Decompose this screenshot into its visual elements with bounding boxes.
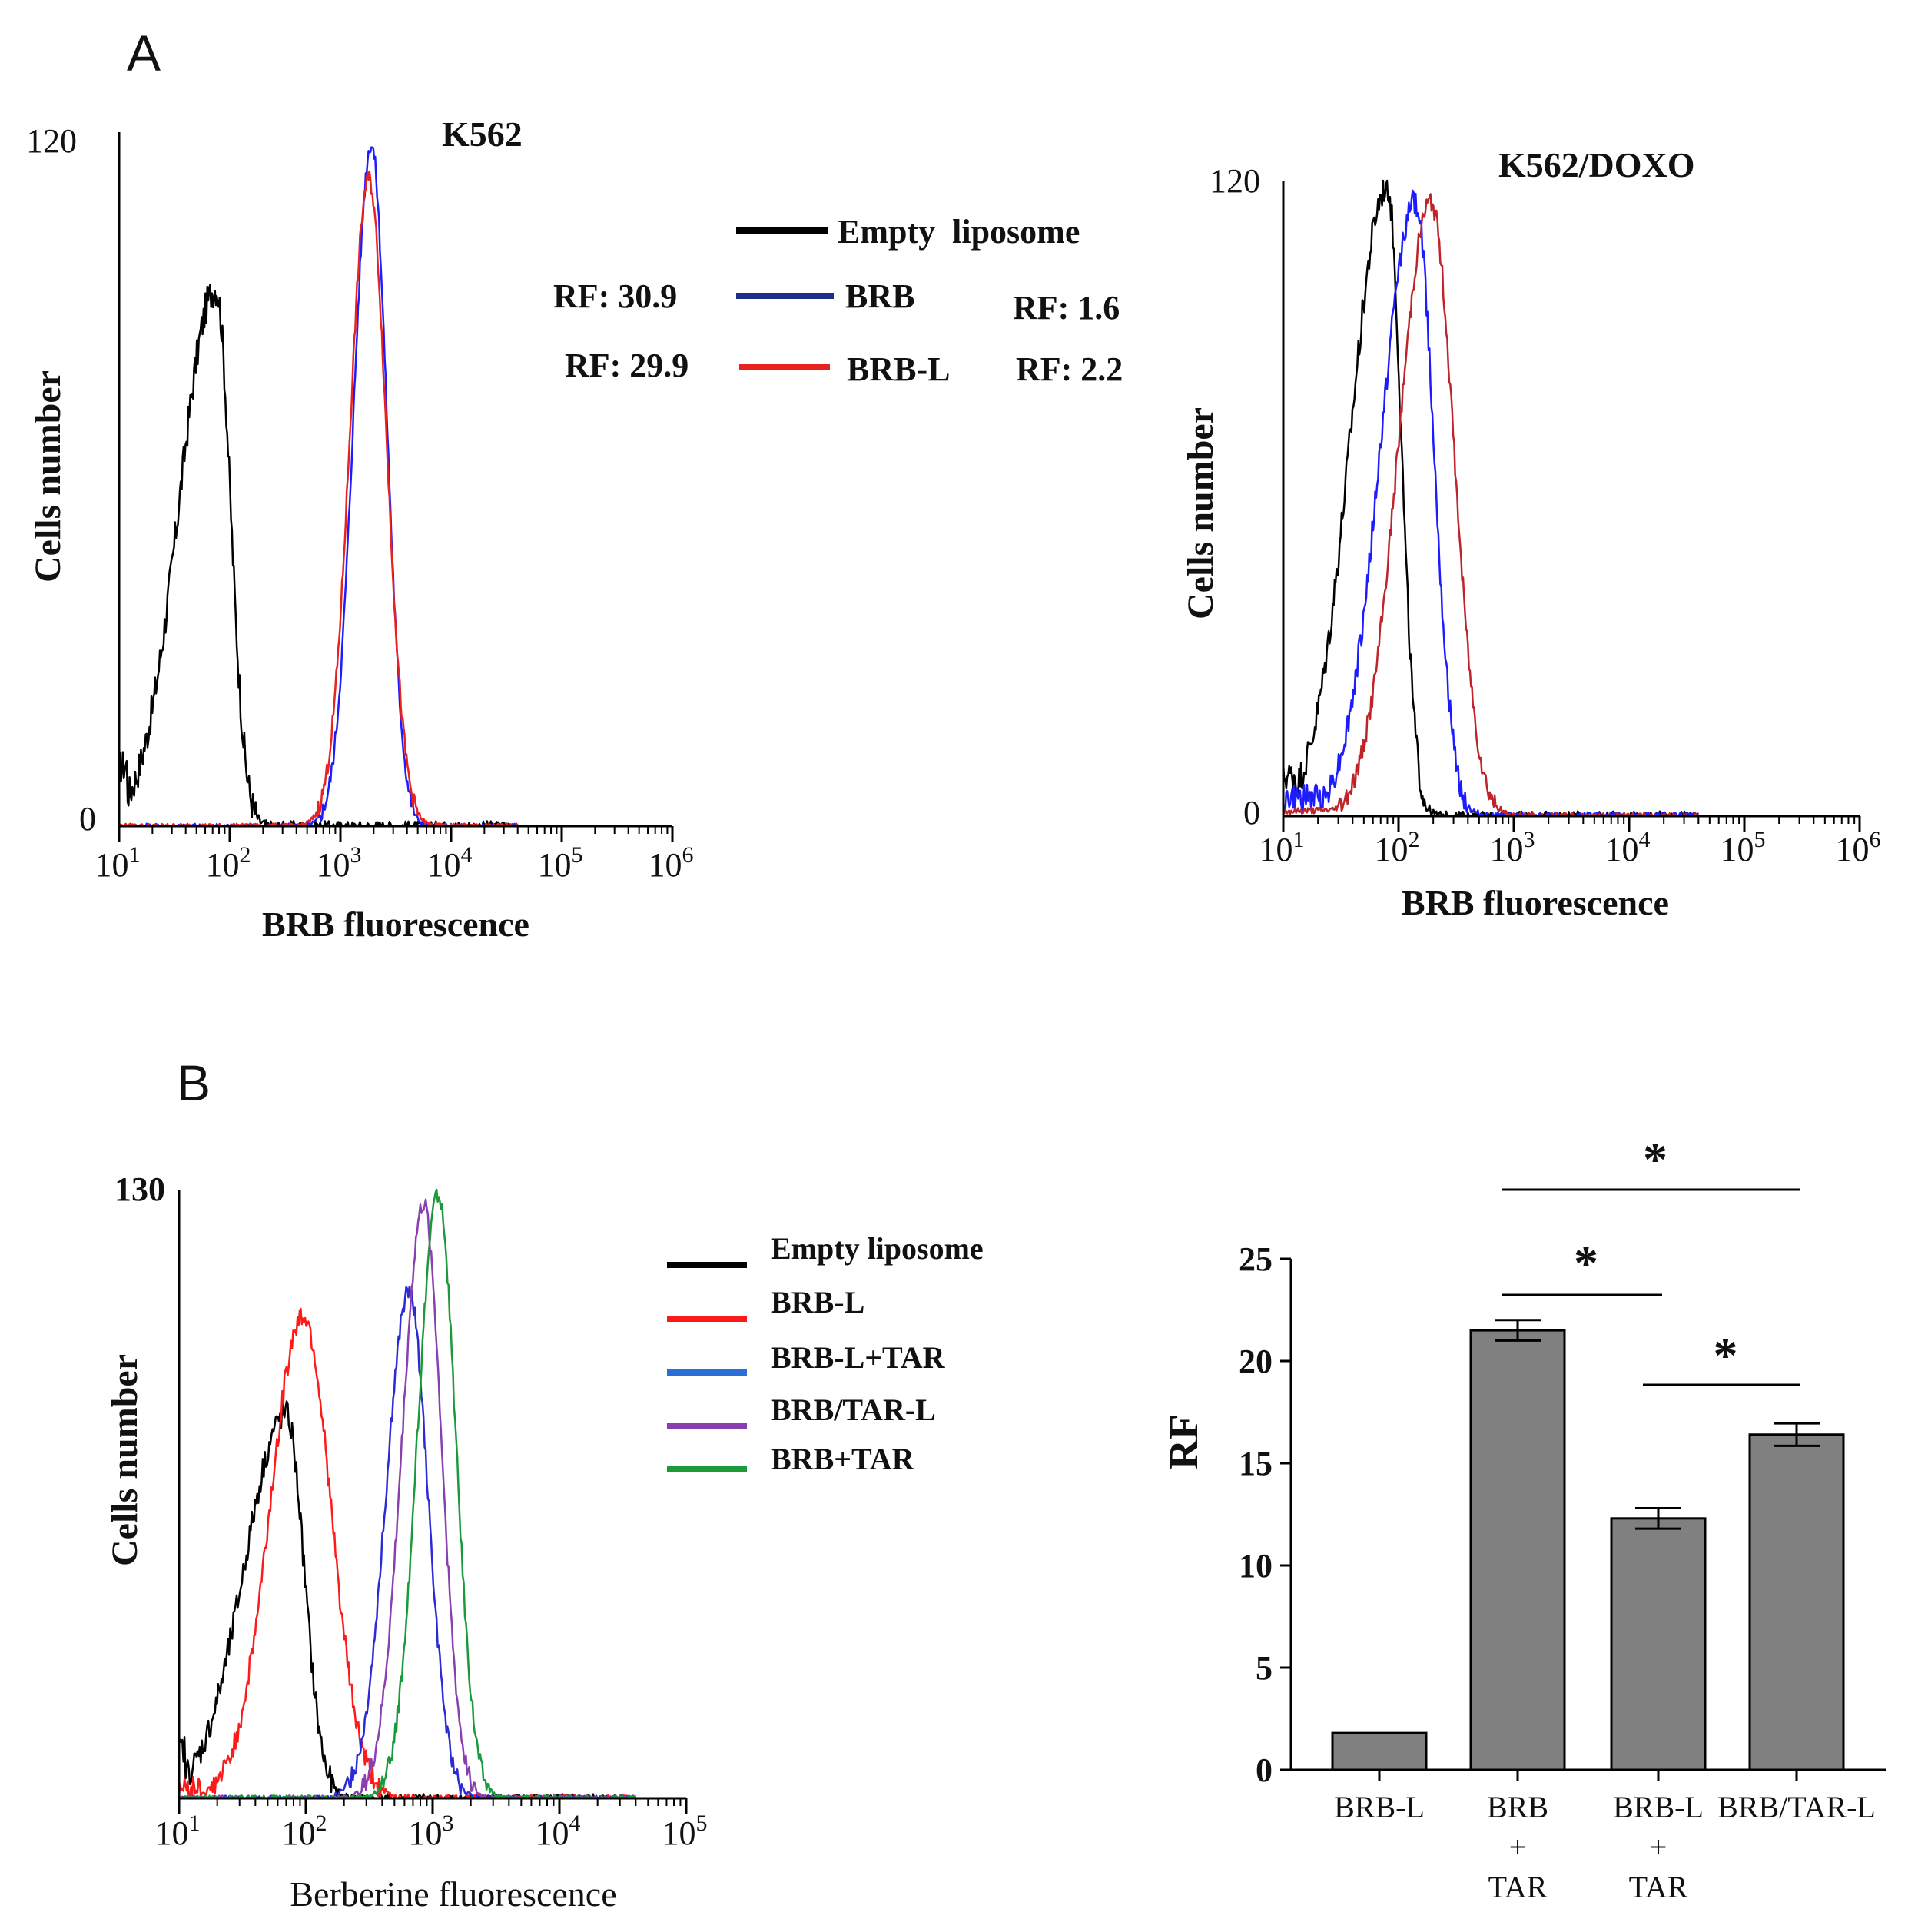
series-empty-liposome xyxy=(1282,179,1700,818)
legend-a-label-brb: BRB xyxy=(845,277,914,315)
category-label: + xyxy=(1650,1830,1667,1864)
significance-star: * xyxy=(1643,1132,1667,1187)
y-tick-label: 5 xyxy=(1256,1649,1273,1687)
x-tick-label: 101 xyxy=(1259,827,1305,868)
x-tick-label: 101 xyxy=(155,1811,201,1852)
legend-b-label-brb-tar-l: BRB/TAR-L xyxy=(771,1393,936,1427)
bar xyxy=(1331,1731,1428,1771)
bar xyxy=(1748,1433,1845,1771)
x-tick-label: 105 xyxy=(662,1811,708,1852)
chart-k562-ytick-zero: 0 xyxy=(79,800,96,838)
legend-a-label-empty: Empty liposome xyxy=(838,213,1080,251)
chart-k562doxo-xlabel: BRB fluorescence xyxy=(1402,883,1669,922)
rf-doxo-brb-l: RF: 2.2 xyxy=(1016,350,1123,388)
series-brb xyxy=(1282,189,1700,818)
category-label: BRB-L xyxy=(1334,1790,1425,1824)
chart-k562doxo-title: K562/DOXO xyxy=(1498,145,1695,184)
x-tick-label: 103 xyxy=(1490,827,1535,868)
series-brb xyxy=(118,146,519,828)
bar xyxy=(1469,1329,1566,1771)
chart-berberine-ylabel: Cells number xyxy=(105,1354,145,1566)
y-tick-label: 0 xyxy=(1256,1751,1273,1789)
chart-k562: K562 Cells number BRB fluorescence 120 0… xyxy=(26,115,694,944)
significance-star: * xyxy=(1714,1328,1738,1383)
x-tick-label: 103 xyxy=(317,842,362,884)
chart-k562doxo-ytick-zero: 0 xyxy=(1243,794,1260,832)
panel-label-b: B xyxy=(177,1054,211,1111)
significance-star: * xyxy=(1574,1236,1598,1290)
legend-a-label-brb-l: BRB-L xyxy=(847,350,950,388)
x-tick-label: 101 xyxy=(95,842,141,884)
series-brb-tar xyxy=(178,1188,635,1800)
legend-b: Empty liposome BRB-L BRB-L+TAR BRB/TAR-L… xyxy=(667,1231,984,1476)
chart-k562doxo: K562/DOXO Cells number BRB fluorescence … xyxy=(1180,145,1881,922)
series-brb-l xyxy=(1282,193,1699,818)
chart-k562doxo-ytick-top: 120 xyxy=(1210,162,1260,200)
category-label: BRB/TAR-L xyxy=(1717,1790,1876,1824)
rf-k562-brb: RF: 30.9 xyxy=(553,277,677,315)
chart-berberine-xlabel: Berberine fluorescence xyxy=(290,1874,616,1914)
legend-b-label-brb-tar: BRB+TAR xyxy=(771,1442,915,1476)
y-tick-label: 15 xyxy=(1239,1445,1273,1482)
x-tick-label: 103 xyxy=(409,1811,454,1852)
chart-k562-xlabel: BRB fluorescence xyxy=(262,905,529,944)
legend-a: Empty liposome BRB BRB-L RF: 30.9 RF: 29… xyxy=(553,213,1123,388)
chart-k562doxo-ylabel: Cells number xyxy=(1180,407,1221,619)
x-tick-label: 104 xyxy=(1605,827,1651,868)
category-label: + xyxy=(1509,1830,1527,1864)
chart-k562-title: K562 xyxy=(442,115,523,154)
bar xyxy=(1610,1517,1707,1771)
category-label: BRB xyxy=(1487,1790,1548,1824)
y-tick-label: 10 xyxy=(1239,1547,1273,1585)
legend-b-label-brb-l-tar: BRB-L+TAR xyxy=(771,1340,946,1375)
rf-k562-brb-l: RF: 29.9 xyxy=(565,347,689,384)
x-tick-label: 105 xyxy=(1721,827,1766,868)
x-tick-label: 105 xyxy=(538,842,583,884)
chart-berberine: Cells number Berberine fluorescence 130 … xyxy=(105,1170,708,1914)
chart-berberine-ytick-top: 130 xyxy=(114,1170,165,1208)
chart-k562-ylabel: Cells number xyxy=(28,370,68,583)
rf-doxo-brb: RF: 1.6 xyxy=(1013,289,1120,327)
x-tick-label: 102 xyxy=(206,842,251,884)
chart-rf-ylabel: RF xyxy=(1160,1414,1206,1469)
series-empty-liposome xyxy=(118,284,518,828)
x-tick-label: 106 xyxy=(649,842,694,884)
legend-b-label-brb-l: BRB-L xyxy=(771,1285,864,1320)
category-label: BRB-L xyxy=(1613,1790,1704,1824)
chart-rf-bar: RF 0 5 10 15 20 25 BRB-L BRB + TAR BRB-L + TAR BRB/T… xyxy=(1160,1132,1886,1904)
x-tick-label: 104 xyxy=(427,842,473,884)
category-label: TAR xyxy=(1488,1870,1548,1904)
x-tick-label: 102 xyxy=(282,1811,327,1852)
x-tick-label: 102 xyxy=(1375,827,1420,868)
x-tick-label: 106 xyxy=(1836,827,1881,868)
x-tick-label: 104 xyxy=(536,1811,581,1852)
category-label: TAR xyxy=(1629,1870,1688,1904)
chart-k562-ytick-top: 120 xyxy=(26,122,77,160)
y-tick-label: 25 xyxy=(1239,1240,1273,1278)
y-tick-label: 20 xyxy=(1239,1343,1273,1380)
legend-b-label-empty: Empty liposome xyxy=(771,1231,984,1266)
panel-label-a: A xyxy=(127,25,161,81)
